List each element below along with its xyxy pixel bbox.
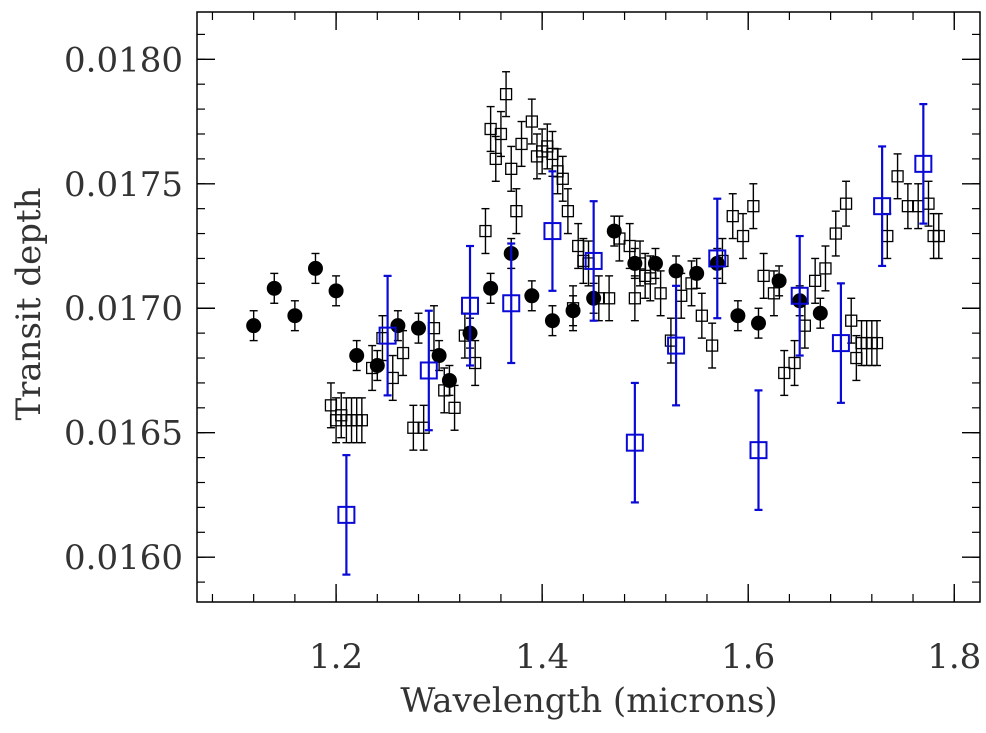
plot-frame (196, 11, 981, 603)
data-point (812, 305, 828, 321)
data-point (778, 366, 791, 380)
data-point (845, 314, 858, 327)
data-point (749, 441, 768, 460)
series-open-square-large (337, 103, 933, 576)
data-point (602, 292, 616, 305)
x-tick-label: 1.4 (515, 637, 569, 677)
data-point (667, 336, 686, 355)
data-point (839, 197, 853, 210)
data-point (736, 229, 750, 243)
data-point (668, 263, 684, 279)
y-tick-label: 0.0180 (64, 40, 183, 80)
x-tick-label: 1.2 (309, 637, 363, 677)
x-tick-label: 1.6 (721, 637, 775, 677)
data-point (544, 313, 560, 329)
data-point (337, 505, 356, 524)
data-point (628, 292, 642, 305)
data-point (750, 315, 766, 331)
data-point (479, 224, 492, 238)
data-point (499, 88, 513, 101)
data-point (613, 232, 626, 245)
data-point (819, 262, 832, 275)
data-point (431, 348, 447, 364)
data-point (524, 288, 540, 304)
data-point (625, 433, 644, 452)
data-point (747, 200, 760, 213)
series-open-square-small (324, 71, 945, 451)
y-tick-label: 0.0165 (64, 414, 183, 454)
data-point (411, 320, 427, 336)
data-point (757, 269, 770, 283)
data-point (647, 255, 663, 271)
major-ticks (197, 12, 980, 602)
y-tick-label: 0.0175 (64, 165, 183, 205)
data-point (689, 265, 705, 281)
data-point (932, 229, 945, 243)
data-point (515, 137, 528, 151)
data-point (726, 209, 739, 223)
data-point (790, 286, 809, 305)
data-point (510, 205, 523, 218)
data-point (685, 277, 698, 290)
data-point (705, 339, 719, 352)
y-tick-labels: 0.0160 0.0165 0.0170 0.0175 0.0180 (64, 40, 183, 578)
data-point (556, 172, 569, 185)
data-point (644, 272, 657, 285)
data-point (873, 197, 892, 216)
data-point (438, 384, 451, 397)
data-point (266, 280, 282, 296)
data-point (870, 336, 884, 350)
data-point (767, 287, 781, 300)
data-point (502, 294, 521, 313)
data-point (441, 372, 457, 388)
data-point (809, 274, 822, 288)
data-point (623, 239, 636, 253)
data-point (708, 249, 727, 268)
data-point (461, 296, 480, 315)
data-point (355, 414, 368, 427)
x-axis-label: Wavelength (microns) (400, 681, 777, 721)
data-point (287, 308, 303, 324)
data-point (901, 200, 915, 213)
data-point (914, 154, 933, 173)
series-layer (246, 71, 945, 576)
data-point (448, 401, 461, 414)
data-point (525, 115, 538, 128)
data-point (483, 280, 499, 296)
data-point (730, 308, 746, 324)
data-point (829, 227, 842, 240)
data-point (566, 302, 580, 315)
data-point (378, 326, 397, 345)
data-point (831, 334, 850, 353)
data-point (407, 421, 420, 434)
data-point (771, 273, 787, 289)
series-filled-circle (246, 215, 828, 397)
y-tick-label: 0.0170 (64, 289, 183, 329)
data-point (543, 222, 562, 241)
data-point (328, 283, 344, 299)
y-axis-label: Transit depth (9, 187, 49, 420)
data-point (505, 162, 518, 175)
data-point (561, 205, 575, 218)
x-tick-labels: 1.2 1.4 1.6 1.8 (309, 637, 981, 677)
data-point (654, 287, 667, 300)
data-point (891, 170, 904, 183)
data-point (489, 152, 502, 166)
data-point (307, 260, 323, 276)
data-point (695, 309, 708, 322)
data-point (419, 361, 438, 380)
data-point (246, 318, 262, 334)
data-point (788, 356, 801, 370)
data-point (390, 318, 406, 334)
data-point (494, 127, 508, 141)
data-point (349, 348, 365, 364)
data-point (606, 223, 622, 239)
data-point (396, 346, 410, 360)
minor-ticks (197, 12, 980, 602)
data-point (584, 251, 603, 270)
y-tick-label: 0.0160 (64, 538, 183, 578)
x-tick-label: 1.8 (927, 637, 981, 677)
data-point (365, 361, 379, 375)
